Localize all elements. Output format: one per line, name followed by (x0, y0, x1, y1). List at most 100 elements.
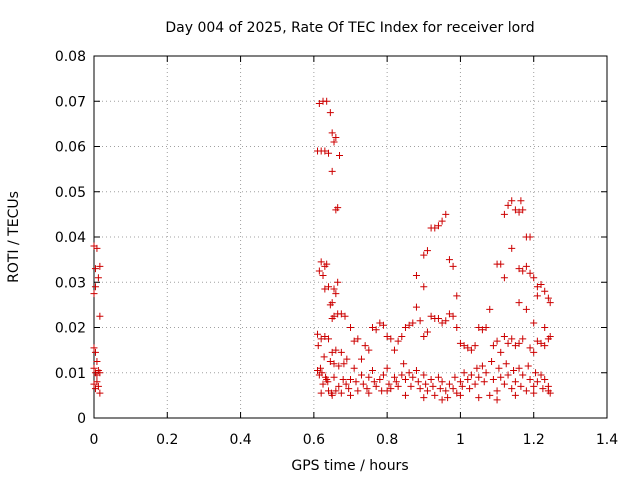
data-point (319, 380, 327, 388)
data-point (376, 319, 384, 327)
data-point (401, 324, 409, 331)
data-point (541, 287, 549, 295)
data-point (357, 355, 365, 363)
data-point (524, 362, 532, 370)
data-point (493, 337, 501, 345)
data-point (372, 382, 380, 390)
data-point (314, 342, 322, 350)
data-point (515, 299, 523, 307)
data-point (533, 292, 541, 300)
data-point (376, 376, 384, 384)
data-point (325, 283, 333, 291)
data-point (493, 396, 501, 404)
data-point (401, 376, 409, 384)
data-point (405, 369, 413, 377)
data-point (314, 366, 322, 374)
data-point (515, 265, 523, 273)
data-point (526, 269, 534, 277)
data-point (544, 294, 552, 302)
data-point (530, 274, 538, 282)
data-point (456, 391, 464, 399)
data-point (328, 391, 336, 399)
data-point (541, 376, 549, 384)
data-point (317, 258, 325, 266)
data-point (445, 310, 453, 318)
data-point (407, 382, 415, 390)
chart-title: Day 004 of 2025, Rate Of TEC Index for r… (165, 20, 534, 36)
data-point (317, 389, 325, 397)
data-point (515, 208, 523, 216)
data-point (464, 344, 472, 352)
data-point (508, 335, 516, 343)
data-point (347, 376, 354, 384)
y-tick-label: 0 (77, 411, 86, 427)
data-point (420, 371, 428, 379)
data-point (451, 373, 459, 381)
data-point (449, 385, 457, 393)
data-point (515, 364, 523, 372)
data-point (347, 324, 354, 331)
data-point (323, 260, 331, 268)
data-point (434, 373, 442, 381)
data-point (334, 278, 342, 286)
data-point (444, 394, 452, 402)
x-tick-label: 1 (456, 432, 465, 448)
data-point (370, 378, 378, 386)
data-point (526, 376, 534, 384)
data-point (323, 97, 331, 105)
data-points (90, 97, 554, 404)
data-point (94, 382, 102, 390)
data-point (336, 152, 344, 160)
data-point (423, 247, 431, 255)
data-point (530, 348, 538, 356)
x-tick-label: 0.4 (229, 432, 251, 448)
data-point (497, 260, 505, 268)
data-point (508, 385, 516, 393)
data-point (321, 285, 329, 293)
x-tick-label: 1.2 (523, 432, 545, 448)
data-point (321, 333, 329, 341)
data-point (93, 244, 101, 252)
data-point (401, 391, 409, 399)
data-point (519, 335, 527, 343)
data-point (511, 342, 519, 350)
data-point (412, 366, 420, 374)
data-point (326, 357, 334, 365)
data-point (475, 373, 483, 381)
data-point (400, 360, 408, 368)
data-point (482, 324, 490, 331)
data-point (394, 382, 402, 390)
y-axis-label: ROTI / TECUs (6, 191, 22, 283)
data-point (442, 317, 450, 325)
data-point (91, 283, 99, 291)
x-tick-label: 0 (90, 432, 99, 448)
y-tick-label: 0.02 (55, 321, 86, 337)
y-tick-label: 0.07 (55, 94, 86, 110)
data-point (342, 380, 350, 388)
axis-ticks: 0 0.2 0.4 0.6 0.8 1 1.2 1.4 0 0.01 0.02 0.03 0.04 0.0… (55, 49, 618, 448)
data-point (330, 360, 338, 368)
data-point (533, 337, 541, 345)
data-point (93, 378, 101, 386)
data-point (500, 333, 508, 341)
data-point (350, 364, 358, 372)
data-point (488, 357, 496, 365)
data-point (423, 328, 431, 336)
data-point (317, 335, 325, 343)
data-point (526, 344, 534, 352)
data-point (325, 149, 333, 157)
data-point (449, 262, 457, 270)
data-point (368, 366, 376, 374)
data-point (504, 201, 512, 209)
data-point (328, 167, 336, 175)
data-point (478, 362, 486, 370)
data-point (91, 265, 99, 273)
data-point (530, 382, 538, 390)
data-point (337, 348, 345, 356)
data-point (438, 217, 446, 225)
data-point (335, 382, 343, 390)
data-point (330, 373, 338, 381)
x-tick-label: 0.6 (303, 432, 325, 448)
data-point (361, 342, 369, 350)
